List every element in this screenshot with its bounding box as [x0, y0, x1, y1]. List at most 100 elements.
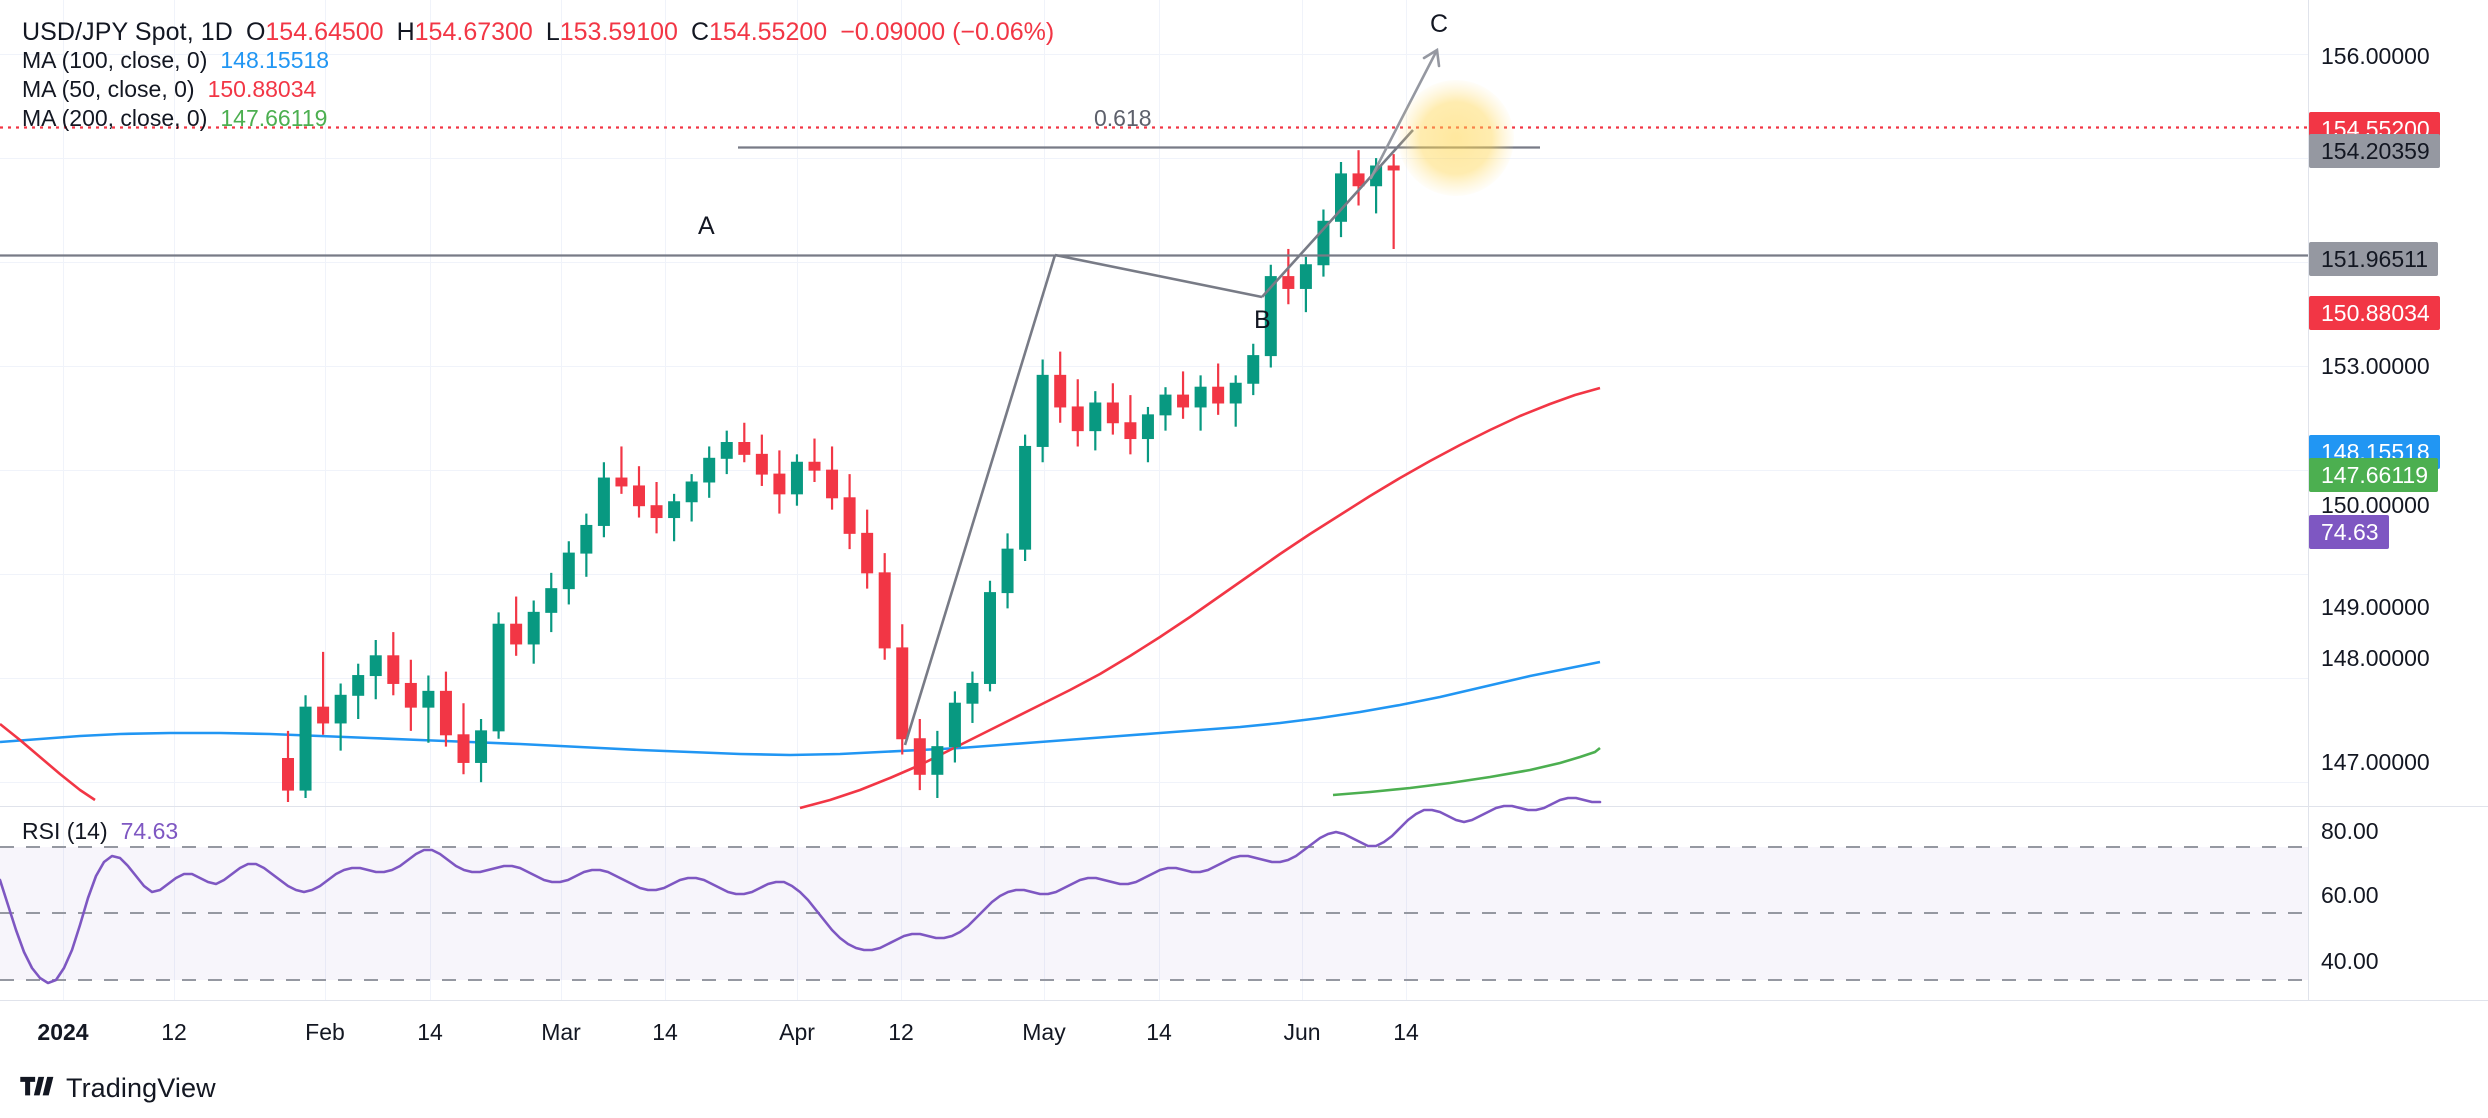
candle-body	[597, 477, 610, 526]
candle-body	[1282, 276, 1295, 289]
price-badge-red: 150.88034	[2309, 296, 2440, 330]
candle-body	[896, 647, 909, 740]
time-tick: Jun	[1283, 1019, 1321, 1045]
candle-body	[1001, 548, 1014, 594]
price-badge-purple: 74.63	[2309, 515, 2389, 549]
time-tick: 14	[652, 1019, 678, 1045]
candle-body	[475, 730, 488, 763]
ma100-line	[0, 660, 1601, 757]
candle-body	[861, 532, 874, 574]
candle-body	[931, 746, 944, 775]
candle-body	[1177, 394, 1190, 408]
candle-body	[1159, 394, 1172, 416]
candle-body	[755, 453, 768, 475]
price-badge-green: 147.66119	[2309, 458, 2439, 492]
bottom-bar: TradingView	[0, 1058, 2488, 1118]
price-tick: 147.00000	[2321, 749, 2430, 775]
tradingview-wordmark: TradingView	[66, 1072, 216, 1103]
ma50-line	[0, 386, 1601, 810]
candle-body	[720, 442, 733, 459]
time-tick: 2024	[37, 1019, 89, 1045]
time-tick: 14	[417, 1019, 443, 1045]
candle-body	[1352, 173, 1365, 187]
chart-canvas[interactable]: A B C 0.618	[0, 0, 2308, 1000]
candle-body	[790, 461, 803, 495]
candle-body	[1317, 220, 1330, 266]
candle-body	[650, 505, 663, 519]
candle-body	[773, 473, 786, 495]
price-tick: 153.00000	[2321, 353, 2430, 379]
candle-body	[457, 734, 470, 763]
candle-body	[1335, 173, 1347, 222]
rsi-line	[0, 796, 1602, 985]
time-tick: May	[1022, 1019, 1066, 1045]
candle-body	[545, 588, 558, 613]
time-tick: Apr	[779, 1019, 815, 1045]
candle-body	[1124, 422, 1137, 440]
candle-body	[1387, 165, 1400, 171]
candle-body	[913, 738, 926, 775]
candle-body	[1229, 382, 1242, 404]
candle-body	[1071, 406, 1084, 432]
candle-body	[1247, 355, 1260, 384]
candle-body	[1106, 402, 1119, 424]
candle-body	[966, 682, 979, 704]
time-tick: Feb	[305, 1019, 345, 1045]
candle-body	[422, 690, 435, 708]
price-axis[interactable]: 156.00000155.00000154.00000153.00000152.…	[2308, 0, 2488, 1000]
candle-body	[1194, 386, 1207, 408]
price-tick: 156.00000	[2321, 43, 2430, 69]
candle-body	[1299, 264, 1312, 289]
candlestick-series	[282, 150, 1400, 802]
rsi-tick: 80.00	[2321, 818, 2379, 844]
candle-body	[1089, 402, 1102, 432]
ma200-line	[1332, 746, 1601, 797]
candle-body	[685, 481, 698, 503]
candle-body	[738, 442, 751, 455]
candle-body	[703, 457, 716, 483]
candle-body	[615, 477, 628, 487]
candle-body	[948, 702, 961, 748]
chart-svg	[0, 0, 2308, 1000]
candle-body	[1019, 445, 1032, 550]
highlight-circle	[1398, 80, 1514, 196]
candle-body	[369, 655, 382, 677]
candle-body	[352, 675, 365, 696]
candle-body	[1054, 374, 1067, 408]
candle-body	[387, 655, 400, 684]
axis-pane-divider	[2309, 806, 2488, 807]
candle-body	[510, 623, 523, 645]
time-tick: 12	[161, 1019, 187, 1045]
candle-body	[317, 706, 330, 724]
candle-body	[1141, 414, 1154, 440]
price-badge-gray: 154.20359	[2309, 134, 2440, 168]
rsi-legend-name: RSI (14)	[22, 818, 108, 844]
rsi-tick: 60.00	[2321, 882, 2379, 908]
candle-body	[299, 706, 312, 791]
candle-body	[580, 524, 593, 554]
candle-body	[668, 501, 681, 519]
rsi-legend[interactable]: RSI (14) 74.63	[22, 818, 178, 845]
candle-body	[1036, 374, 1049, 447]
price-tick: 150.00000	[2321, 492, 2430, 518]
candle-body	[878, 572, 891, 649]
time-tick: 14	[1146, 1019, 1172, 1045]
candle-body	[984, 592, 996, 684]
candle-body	[1212, 386, 1225, 404]
candle-body	[439, 690, 452, 736]
time-axis[interactable]: 2024 12 Feb 14 Mar 14 Apr 12 May 14 Jun 14	[0, 1000, 2488, 1058]
tradingview-logo[interactable]: TradingView	[20, 1073, 216, 1104]
rsi-tick: 40.00	[2321, 948, 2379, 974]
candle-body	[282, 758, 294, 791]
candle-body	[633, 485, 645, 507]
candle-body	[808, 461, 821, 471]
abc-wave-lines	[903, 129, 1414, 746]
time-tick: 14	[1393, 1019, 1419, 1045]
rsi-level-lines	[0, 846, 2308, 981]
price-badge-gray: 151.96511	[2309, 242, 2439, 276]
rsi-legend-value: 74.63	[120, 818, 179, 844]
candle-body	[843, 497, 856, 534]
candle-body	[492, 623, 505, 732]
time-tick: 12	[888, 1019, 914, 1045]
